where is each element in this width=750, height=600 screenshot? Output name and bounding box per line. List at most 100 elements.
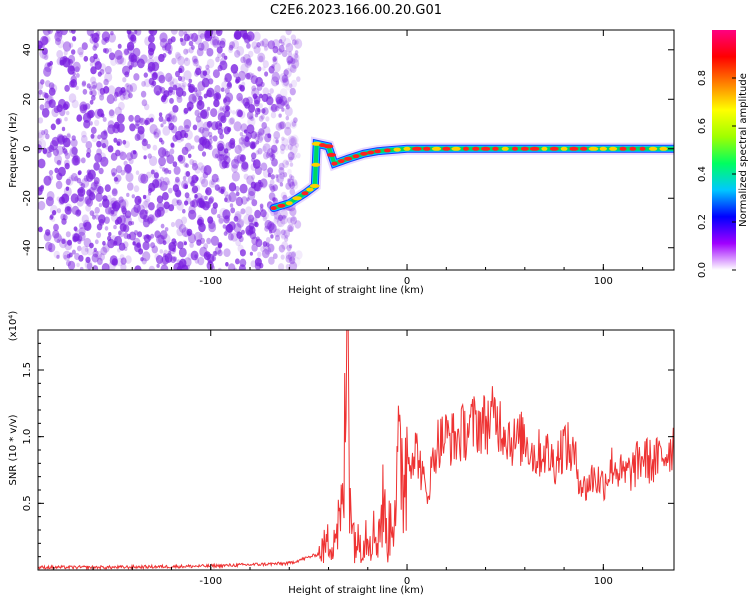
noise-speckle xyxy=(127,31,135,40)
noise-speckle xyxy=(152,144,158,151)
noise-speckle xyxy=(281,95,290,106)
noise-speckle xyxy=(258,179,262,185)
noise-speckle xyxy=(194,231,203,242)
noise-speckle xyxy=(141,99,148,107)
noise-speckle xyxy=(123,140,130,149)
noise-speckle xyxy=(260,128,265,134)
ridge-hotspot xyxy=(609,146,618,151)
noise-speckle xyxy=(74,66,80,73)
noise-speckle xyxy=(223,231,228,236)
noise-speckle xyxy=(287,251,296,262)
noise-speckle xyxy=(183,124,190,133)
noise-speckle xyxy=(41,130,46,136)
noise-speckle xyxy=(222,224,227,229)
noise-speckle xyxy=(46,151,52,158)
noise-speckle xyxy=(77,231,86,242)
noise-speckle xyxy=(96,148,102,156)
noise-speckle xyxy=(280,254,285,260)
noise-speckle xyxy=(223,248,231,257)
noise-speckle xyxy=(226,106,231,111)
spectrogram-panel: -100 0 100 -40 -20 0 20 40 Height of straight … xyxy=(8,29,675,296)
noise-speckle xyxy=(64,117,68,122)
noise-speckle xyxy=(197,100,203,106)
noise-speckle xyxy=(144,194,151,203)
noise-speckle xyxy=(133,229,138,236)
noise-speckle xyxy=(248,186,256,197)
noise-speckle xyxy=(282,159,289,168)
x-tick-label: 0 xyxy=(404,576,410,587)
noise-speckle xyxy=(224,55,228,60)
noise-speckle xyxy=(291,251,296,258)
noise-speckle xyxy=(71,99,79,109)
noise-speckle xyxy=(110,210,115,215)
noise-speckle xyxy=(94,152,103,163)
noise-speckle xyxy=(86,189,92,197)
noise-speckle xyxy=(221,81,228,89)
noise-speckle xyxy=(195,67,202,76)
noise-speckle xyxy=(85,141,93,150)
noise-speckle xyxy=(77,235,83,242)
noise-speckle xyxy=(135,56,141,63)
noise-speckle xyxy=(217,249,223,257)
noise-speckle xyxy=(124,246,128,251)
noise-speckle xyxy=(242,53,251,64)
noise-speckle xyxy=(251,152,257,160)
noise-speckle xyxy=(181,90,187,97)
noise-speckle xyxy=(121,207,127,215)
noise-speckle xyxy=(210,207,218,215)
noise-speckle xyxy=(111,172,116,177)
noise-speckle xyxy=(260,207,264,212)
noise-speckle xyxy=(237,70,246,81)
noise-speckle xyxy=(41,108,50,118)
noise-speckle xyxy=(272,197,278,204)
noise-speckle xyxy=(291,217,296,222)
ridge-hotspot xyxy=(306,187,314,192)
noise-speckle xyxy=(61,238,66,245)
noise-speckle xyxy=(201,151,207,157)
noise-speckle xyxy=(254,166,262,176)
noise-speckle xyxy=(261,122,268,129)
noise-speckle xyxy=(237,220,244,228)
noise-speckle xyxy=(238,137,245,145)
noise-speckle xyxy=(240,63,249,74)
snr-y-label: SNR (10 * v/v) xyxy=(8,414,19,485)
noise-speckle xyxy=(188,78,193,84)
ridge-hotspot xyxy=(374,149,381,154)
noise-speckle xyxy=(71,249,76,255)
noise-speckle xyxy=(279,172,285,180)
noise-speckle xyxy=(147,61,156,72)
noise-speckle xyxy=(101,263,110,270)
noise-speckle xyxy=(287,96,292,102)
noise-speckle xyxy=(94,61,102,70)
noise-speckle xyxy=(61,193,70,204)
noise-speckle xyxy=(76,114,83,122)
noise-speckle xyxy=(207,106,211,111)
noise-speckle xyxy=(261,93,269,103)
noise-speckle xyxy=(155,90,160,96)
noise-speckle xyxy=(290,216,297,225)
noise-speckle xyxy=(90,66,97,75)
spectrogram-x-label: Height of straight line (km) xyxy=(288,285,424,296)
noise-speckle xyxy=(295,40,299,45)
noise-speckle xyxy=(188,204,196,215)
noise-speckle xyxy=(56,30,61,34)
noise-speckle xyxy=(291,39,297,46)
noise-speckle xyxy=(176,199,180,204)
noise-speckle xyxy=(96,223,103,231)
noise-speckle xyxy=(182,81,187,88)
noise-speckle xyxy=(118,230,124,238)
noise-speckle xyxy=(223,126,231,135)
noise-speckle xyxy=(74,229,80,236)
noise-speckle xyxy=(53,223,59,231)
noise-speckle xyxy=(207,144,213,151)
noise-speckle xyxy=(153,172,159,179)
noise-speckle xyxy=(175,133,184,143)
noise-speckle xyxy=(233,215,239,222)
noise-speckle xyxy=(116,141,121,146)
noise-speckle xyxy=(74,197,79,202)
noise-speckle xyxy=(285,182,292,190)
noise-speckle xyxy=(122,77,127,83)
noise-speckle xyxy=(160,223,165,229)
noise-speckle xyxy=(81,80,87,86)
